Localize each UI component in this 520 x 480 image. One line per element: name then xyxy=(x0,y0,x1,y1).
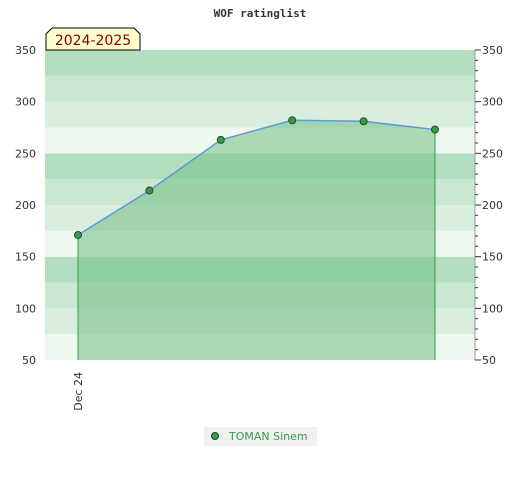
series-area xyxy=(78,120,435,361)
data-point xyxy=(359,117,368,126)
season-label: 2024-2025 xyxy=(55,33,131,49)
background-band xyxy=(45,75,475,102)
area-layer xyxy=(77,119,436,361)
y-tick-label-left: 200 xyxy=(15,199,36,212)
y-tick-label-left: 300 xyxy=(15,96,36,109)
y-tick-label-right: 50 xyxy=(482,354,496,367)
y-tick-label-right: 150 xyxy=(482,251,503,264)
y-tick-label-right: 200 xyxy=(482,199,503,212)
y-tick-label-left: 150 xyxy=(15,251,36,264)
data-point xyxy=(216,135,225,144)
data-point xyxy=(431,125,439,134)
y-tick-label-right: 100 xyxy=(482,302,503,315)
data-point xyxy=(145,186,154,195)
legend-series-name: TOMAN Sinem xyxy=(228,430,308,443)
season-badge: 2024-2025 xyxy=(45,27,141,51)
background-band xyxy=(45,101,475,128)
background-band xyxy=(45,50,475,76)
y-tick-label-right: 300 xyxy=(482,96,503,109)
y-tick-label-right: 350 xyxy=(482,44,503,57)
y-tick-label-right: 250 xyxy=(482,147,503,160)
y-tick-label-left: 350 xyxy=(15,44,36,57)
data-point xyxy=(74,230,82,239)
axis-layer: 50 50 100 100 150 150 200 200 250 250 300 300 350 350… xyxy=(15,44,503,411)
legend-box xyxy=(204,427,317,446)
y-tick-label-left: 100 xyxy=(15,302,36,315)
y-tick-label-left: 250 xyxy=(15,147,36,160)
x-tick-label: Dec 24 xyxy=(72,372,85,411)
legend-marker xyxy=(211,432,219,440)
series-line xyxy=(77,119,436,236)
season-badge-shape xyxy=(45,27,141,51)
data-point xyxy=(288,116,297,125)
points-layer xyxy=(74,116,439,239)
legend[interactable]: TOMAN Sinem xyxy=(204,427,317,446)
y-tick-label-left: 50 xyxy=(22,354,36,367)
chart-title: WOF ratinglist xyxy=(214,7,307,20)
